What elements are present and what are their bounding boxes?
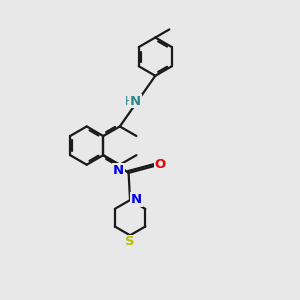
- Text: H: H: [125, 94, 134, 108]
- Text: S: S: [125, 235, 135, 248]
- Text: O: O: [155, 158, 166, 171]
- Text: N: N: [113, 164, 124, 177]
- Text: N: N: [130, 94, 141, 108]
- Text: N: N: [131, 193, 142, 206]
